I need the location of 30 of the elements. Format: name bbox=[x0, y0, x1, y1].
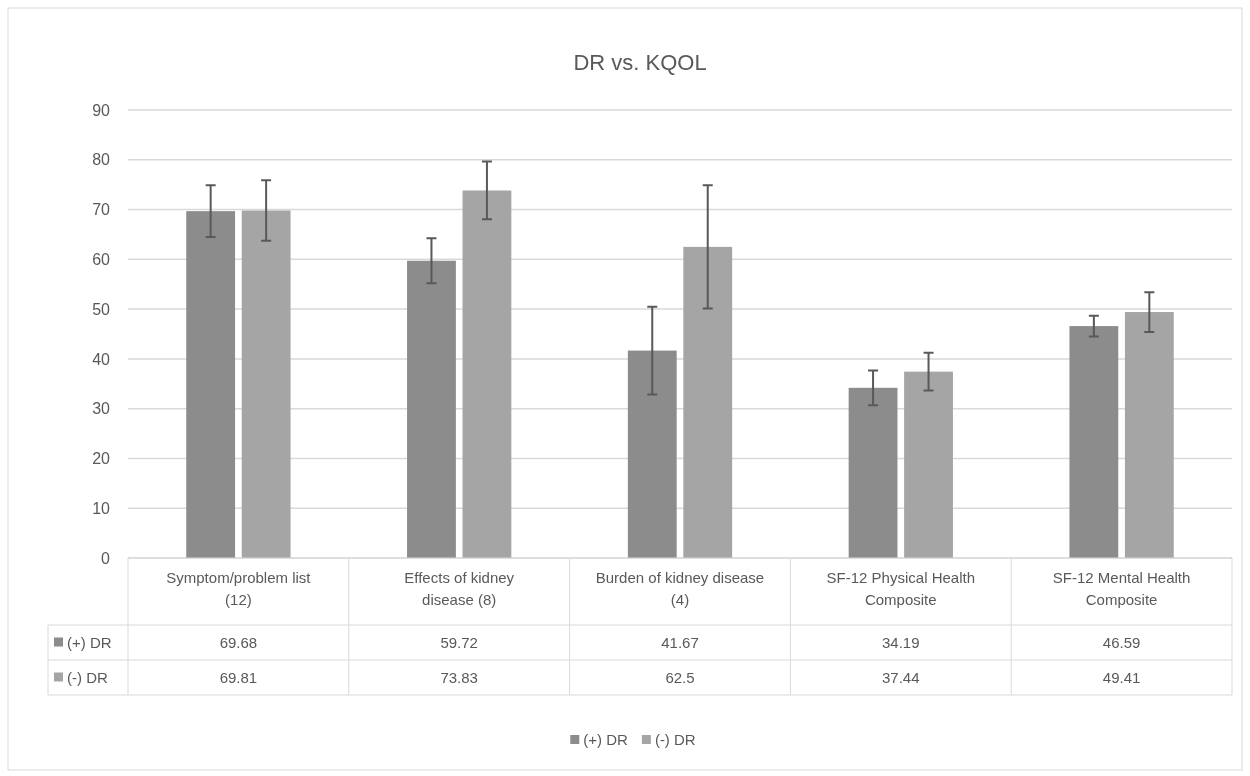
y-tick-label: 20 bbox=[92, 450, 111, 468]
y-tick-label: 30 bbox=[92, 400, 111, 418]
text: (-) DR bbox=[67, 668, 108, 686]
chart-title: DR vs. KQOL bbox=[573, 50, 707, 75]
data-label: 73.83 bbox=[440, 668, 478, 686]
text: (+) DR bbox=[583, 731, 628, 748]
data-label: 59.72 bbox=[440, 633, 478, 651]
y-tick-label: 40 bbox=[92, 350, 111, 368]
y-tick-label: 80 bbox=[92, 151, 111, 169]
x-tick-label: Burden of kidney disease (4) bbox=[595, 569, 765, 608]
x-tick-label: SF-12 Mental Health Composite bbox=[1052, 569, 1191, 608]
x-tick-label: Effects of kidney disease (8) bbox=[404, 569, 515, 608]
legend-label: (-) DR bbox=[654, 731, 696, 748]
data-label: 41.67 bbox=[661, 633, 699, 651]
data-label: 62.5 bbox=[665, 668, 695, 686]
data-label: 49.41 bbox=[1102, 668, 1141, 686]
x-tick-label: Symptom/problem list (12) bbox=[166, 569, 312, 608]
y-tick-label: 90 bbox=[92, 101, 111, 119]
data-label: 69.81 bbox=[219, 668, 258, 686]
data-label: 46.59 bbox=[1102, 633, 1141, 651]
y-tick-label: 70 bbox=[92, 201, 111, 219]
data-label: 34.19 bbox=[882, 633, 920, 651]
data-label: 37.44 bbox=[882, 668, 920, 686]
x-tick-label: SF-12 Physical Health Composite bbox=[826, 569, 975, 608]
y-tick-label: 0 bbox=[101, 549, 111, 567]
data-label: 69.68 bbox=[219, 633, 258, 651]
y-tick-label: 10 bbox=[92, 499, 111, 517]
legend-label: (+) DR bbox=[67, 633, 112, 651]
y-tick-label: 50 bbox=[92, 300, 111, 318]
y-tick-label: 60 bbox=[92, 250, 111, 268]
